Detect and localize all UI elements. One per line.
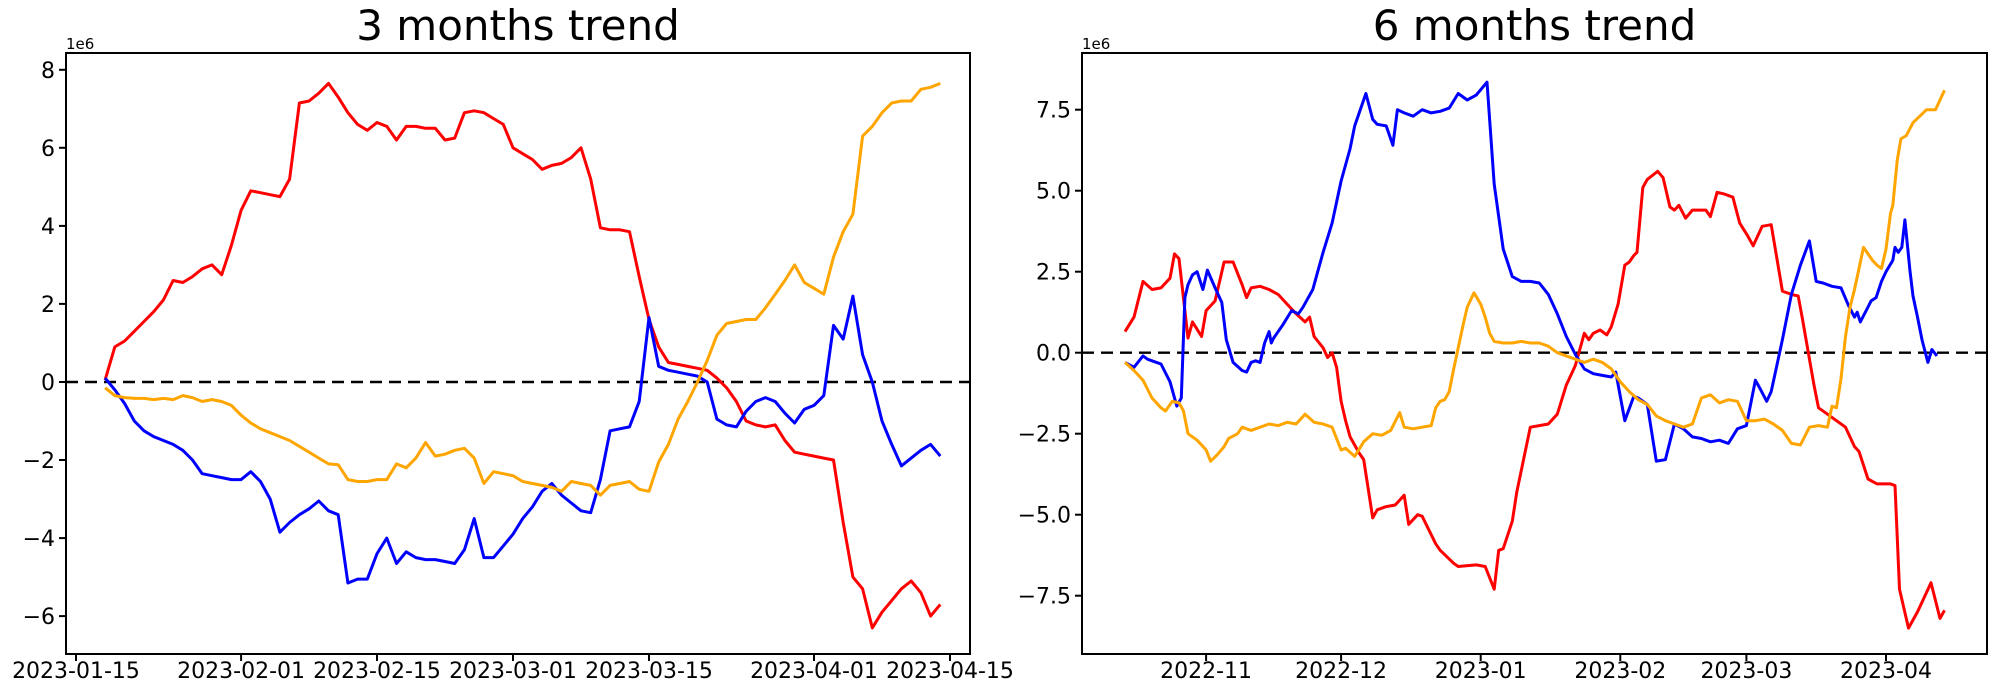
y-tick-label: −4 bbox=[23, 527, 55, 552]
x-tick-label: 2023-01 bbox=[1435, 659, 1527, 684]
y-tick-label: 7.5 bbox=[1036, 99, 1071, 124]
y-tick-label: −6 bbox=[23, 605, 55, 630]
y-axis-scale-label: 1e6 bbox=[1082, 35, 1110, 53]
series-line-orange bbox=[104, 82, 941, 497]
x-tick-label: 2023-04-01 bbox=[750, 659, 878, 684]
series-line-red bbox=[1123, 169, 1946, 630]
series-line-blue bbox=[103, 294, 942, 585]
y-tick-label: −2 bbox=[23, 449, 55, 474]
y-tick-label: −5.0 bbox=[1018, 504, 1071, 529]
x-tick-label: 2023-04 bbox=[1840, 659, 1932, 684]
series-line-red bbox=[103, 81, 942, 630]
y-tick-label: −7.5 bbox=[1018, 585, 1071, 610]
plot-border bbox=[65, 52, 971, 655]
x-tick-label: 2023-01-15 bbox=[12, 659, 140, 684]
y-tick-label: 0.0 bbox=[1036, 342, 1071, 367]
x-tick-label: 2022-11 bbox=[1160, 659, 1252, 684]
x-tick-label: 2022-12 bbox=[1295, 659, 1387, 684]
y-tick-label: 2 bbox=[41, 293, 55, 318]
y-axis-scale-label: 1e6 bbox=[66, 35, 94, 53]
y-tick-label: 4 bbox=[41, 215, 55, 240]
y-tick-label: 0 bbox=[41, 371, 55, 396]
x-tick-label: 2023-03 bbox=[1700, 659, 1792, 684]
x-tick-label: 2023-04-15 bbox=[886, 659, 1014, 684]
chart-title: 3 months trend bbox=[356, 1, 680, 50]
x-tick-label: 2023-02-15 bbox=[313, 659, 441, 684]
series-line-blue bbox=[1124, 80, 1939, 463]
series-line-orange bbox=[1123, 89, 1946, 463]
y-tick-label: 6 bbox=[41, 137, 55, 162]
x-tick-label: 2023-03-15 bbox=[585, 659, 713, 684]
x-tick-label: 2023-02 bbox=[1574, 659, 1666, 684]
chart-6-months-trend: 2022-11 2022-12 2023-01 2023-02 2023-03 2023-… bbox=[1018, 1, 1988, 684]
chart-title: 6 months trend bbox=[1373, 1, 1697, 50]
chart-3-months-trend: 2023-01-15 2023-02-01 2023-02-15 2023-03-01… bbox=[12, 1, 1014, 684]
y-tick-label: −2.5 bbox=[1018, 423, 1071, 448]
x-tick-label: 2023-02-01 bbox=[177, 659, 305, 684]
y-tick-label: 2.5 bbox=[1036, 261, 1071, 286]
y-tick-label: 8 bbox=[41, 59, 55, 84]
y-tick-label: 5.0 bbox=[1036, 180, 1071, 205]
x-tick-label: 2023-03-01 bbox=[449, 659, 577, 684]
